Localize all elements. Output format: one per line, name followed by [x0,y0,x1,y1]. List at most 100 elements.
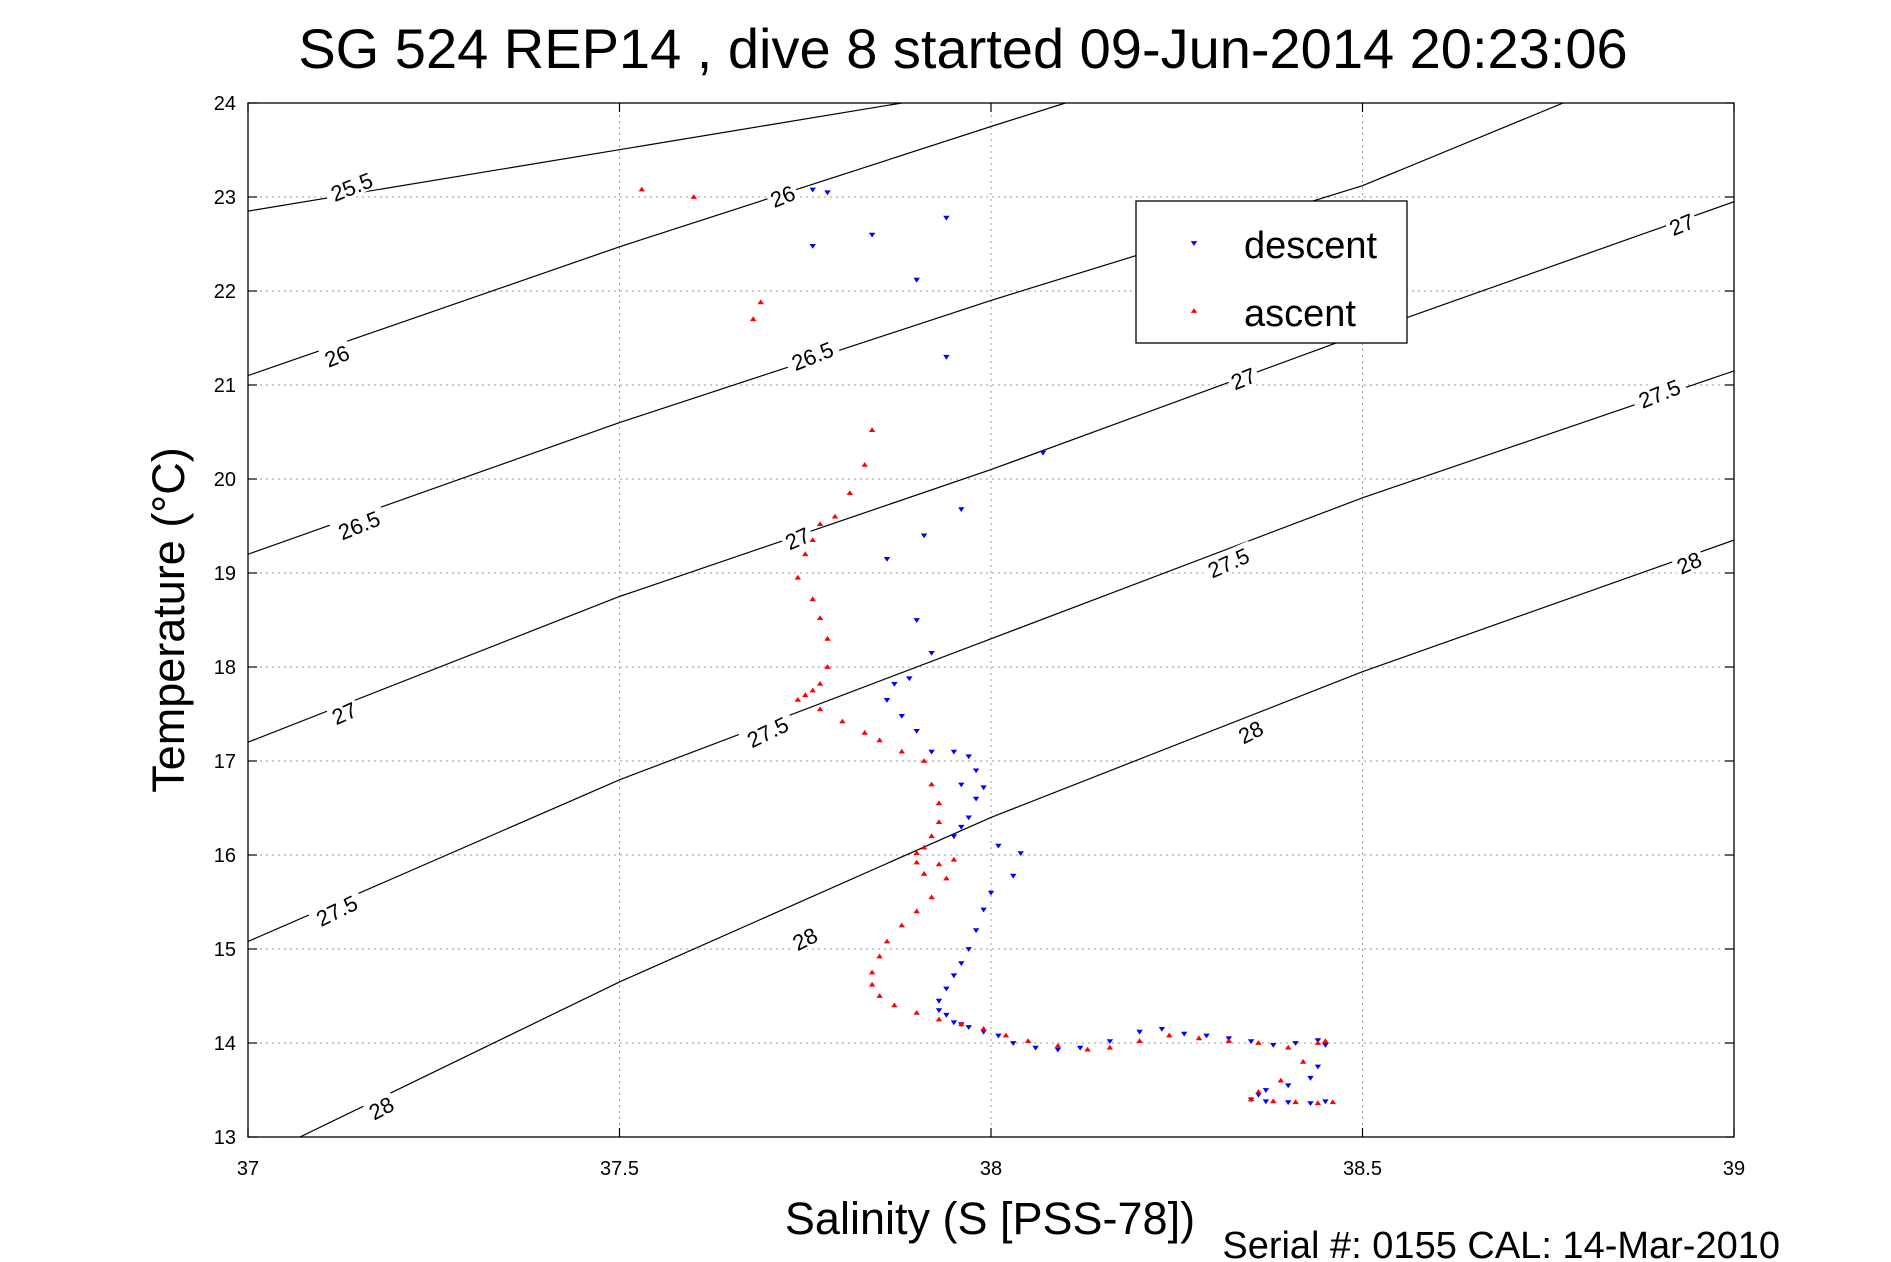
ascent-point [1314,1100,1322,1106]
y-tick-label: 17 [214,751,236,773]
ascent-point [928,833,935,839]
x-tick-label: 38 [980,1158,1002,1180]
descent-point [965,1025,972,1030]
ascent-point [816,521,824,526]
x-axis-label: Salinity (S [PSS-78]) [785,1193,1195,1244]
descent-point [958,961,965,966]
ascent-point [1166,1032,1173,1038]
ascent-point [876,993,883,998]
ascent-point [839,718,846,724]
y-axis-label: Temperature (°C) [143,447,194,793]
descent-point [972,928,980,934]
descent-point [943,1012,950,1018]
legend: descent ascent [1135,200,1408,344]
series-ascent [638,186,1336,1106]
x-tick-label: 37.5 [600,1158,639,1180]
descent-point [1010,1041,1017,1046]
y-tick-label: 23 [214,187,236,209]
ascent-point [794,574,801,580]
descent-point [809,244,816,249]
ascent-point [928,781,935,787]
ascent-point [898,748,905,754]
contour-label-halo [1629,372,1689,413]
ascent-point [935,1016,943,1022]
descent-point [1106,1039,1114,1044]
descent-point [891,682,898,687]
contour-label: 27 [1224,361,1261,395]
y-tick-label: 14 [214,1033,236,1055]
descent-point [928,749,935,755]
ascent-point [816,681,824,686]
legend-marker-symbol [1190,241,1198,246]
ascent-point [1106,1044,1114,1050]
ascent-point [1255,1040,1262,1045]
descent-point [972,796,980,802]
descent-point [1181,1031,1188,1037]
descent-point [943,354,950,360]
ascent-point [950,856,958,862]
ascent-point [935,800,943,806]
ascent-point [1195,1035,1203,1041]
descent-point [1322,1099,1329,1105]
ascent-point [809,596,816,602]
descent-point [958,782,965,788]
ascent-point [638,186,645,192]
descent-point [1262,1088,1270,1093]
descent-point [868,232,876,238]
contour-label-halo [307,887,366,932]
ascent-point [824,635,831,641]
ascent-point [920,758,928,763]
serial-cal-footer: Serial #: 0155 CAL: 14-Mar-2010 [1222,1225,1780,1262]
ascent-point [750,316,757,322]
ascent-point [1247,1096,1255,1102]
descent-point [965,754,972,760]
descent-point [906,676,913,682]
density-contours [248,103,1734,1137]
isopycnal-28 [299,539,1734,1137]
legend-marker-descent [1190,241,1198,246]
descent-point [950,834,958,840]
ascent-point [1255,1089,1262,1094]
descent-point [958,507,965,512]
descent-point [965,815,972,821]
ascent-point [846,490,853,495]
ascent-point [809,537,816,542]
legend-marker-ascent [1190,308,1198,313]
descent-point [920,533,928,539]
descent-point [1322,1043,1329,1048]
descent-point [1158,1027,1166,1032]
contour-label-halo [318,339,355,371]
y-tick-label: 13 [214,1127,236,1149]
descent-point [1203,1033,1210,1039]
descent-point [1307,1101,1314,1106]
isopycnal-27.5 [248,370,1734,943]
descent-point [950,973,958,979]
ascent-point [1292,1099,1299,1105]
ascent-point [913,859,920,865]
descent-point [943,215,950,221]
ascent-point [861,729,868,735]
descent-point [1307,1075,1314,1081]
ascent-point [980,1026,987,1031]
contour-label-halo [778,521,816,554]
descent-point [995,843,1002,849]
contour-label-halo [1670,545,1707,578]
ascent-point [1322,1038,1329,1043]
ascent-point [1314,1040,1322,1045]
ascent-point [794,697,801,702]
contour-label-halo [1663,207,1700,240]
series-descent [809,187,1329,1106]
descent-point [1054,1047,1062,1053]
descent-point [1255,1092,1262,1098]
y-axis-ticks: 13 14 15 16 17 18 19 20 21 22 23 24 [214,93,1734,1149]
descent-point [980,785,987,791]
contour-label-halo [325,696,362,729]
legend-box [1135,200,1408,344]
ascent-point [913,850,920,855]
x-tick-label: 37 [237,1158,259,1180]
ascent-point [876,737,883,743]
descent-point [883,698,891,703]
isopycnal-26.5 [248,103,1564,555]
descent-point [1039,450,1047,456]
descent-point [1285,1100,1292,1106]
